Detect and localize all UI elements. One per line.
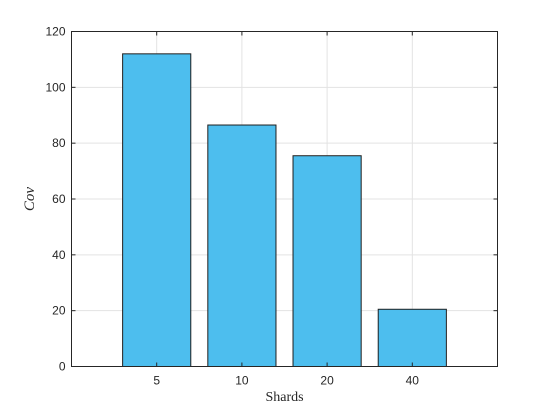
y-tick-label: 20 (52, 304, 66, 318)
bar-layer (122, 53, 447, 368)
bar-5 (122, 53, 192, 367)
y-tick-label: 40 (52, 248, 66, 262)
y-tick-label: 80 (52, 136, 66, 150)
y-axis-label: Cov (22, 187, 38, 212)
x-tick-label: 10 (235, 374, 249, 388)
y-tick-label: 120 (45, 25, 65, 39)
bar-20 (292, 155, 362, 367)
x-axis-label: Shards (265, 390, 303, 405)
bar-10 (207, 124, 277, 368)
tick-layer: 0 20 40 60 80 100 120 5 10 20 40 (45, 25, 498, 388)
y-tick-label: 60 (52, 192, 66, 206)
x-tick-label: 20 (320, 374, 334, 388)
bar-40 (377, 308, 447, 368)
y-tick-label: 100 (45, 80, 65, 94)
x-tick-label: 5 (153, 374, 160, 388)
x-tick-label: 40 (406, 374, 420, 388)
y-tick-label: 0 (59, 360, 66, 374)
